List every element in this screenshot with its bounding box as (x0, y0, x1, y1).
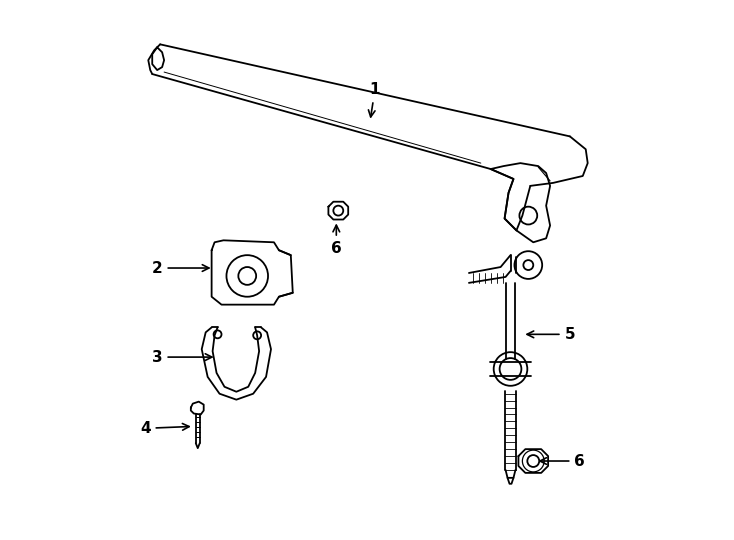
Text: 2: 2 (152, 260, 209, 275)
Text: 5: 5 (527, 327, 575, 342)
Text: 6: 6 (540, 454, 585, 469)
Text: 6: 6 (331, 225, 342, 256)
Text: 3: 3 (152, 349, 212, 364)
Text: 4: 4 (140, 421, 189, 436)
Text: 1: 1 (368, 83, 380, 117)
